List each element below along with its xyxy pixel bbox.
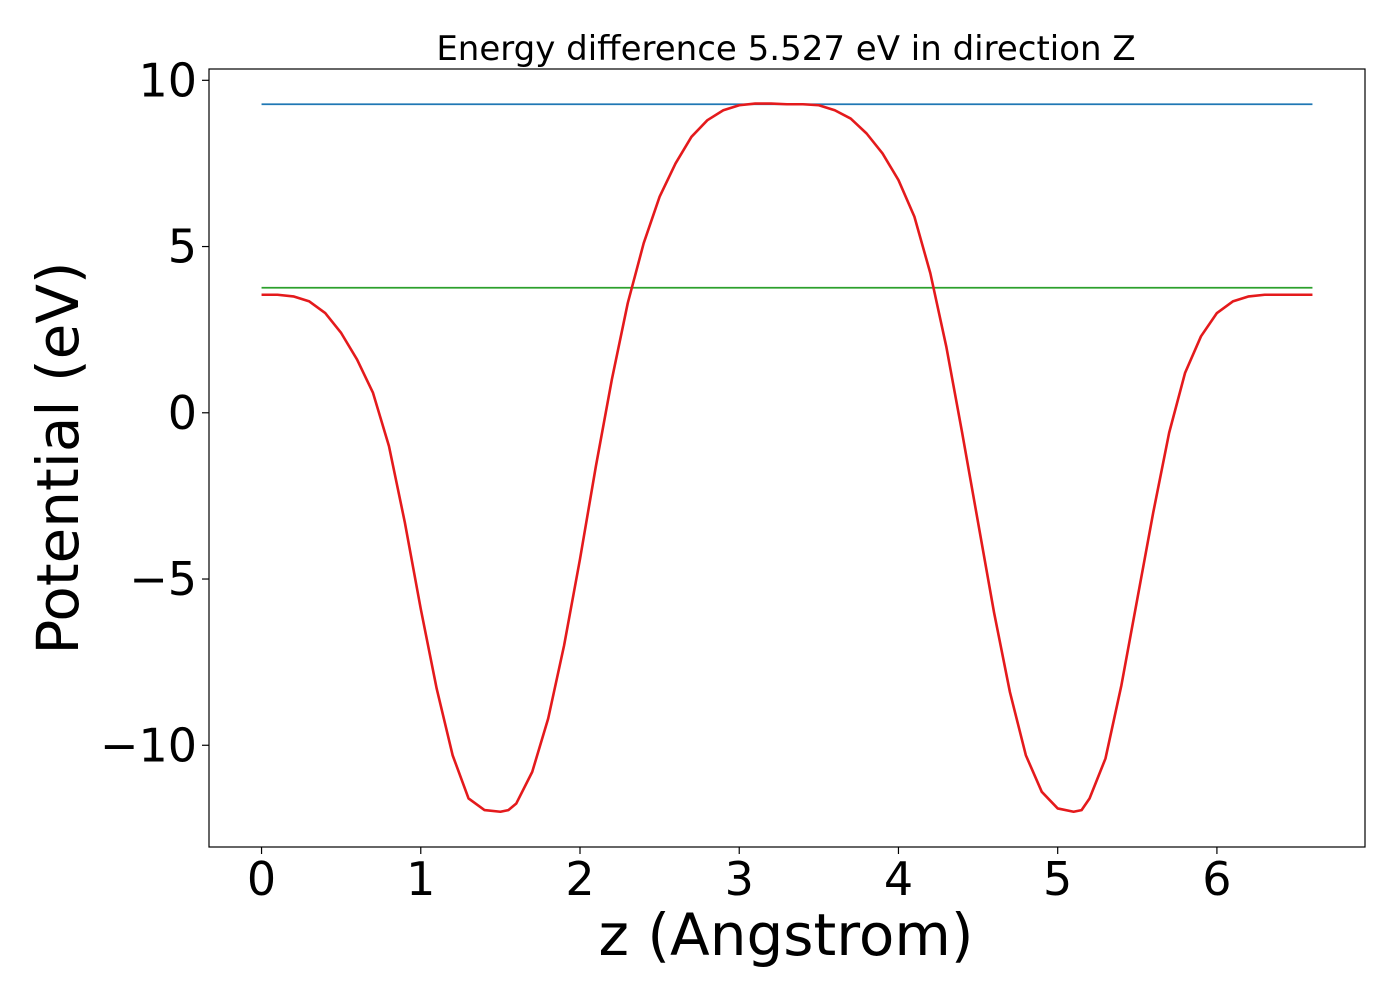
y-tick-label: −10	[100, 718, 197, 772]
x-tick-label: 5	[1043, 852, 1072, 906]
y-axis: −10 −5 0 5 10	[100, 53, 209, 772]
y-tick-label: 10	[138, 53, 197, 107]
x-tick-label: 4	[884, 852, 913, 906]
x-tick-label: 1	[406, 852, 435, 906]
x-tick-label: 6	[1202, 852, 1231, 906]
y-tick-label: −5	[129, 552, 197, 606]
x-tick-label: 0	[247, 852, 276, 906]
y-tick-label: 0	[168, 386, 197, 440]
series-line-2	[261, 102, 1313, 814]
chart-title: Energy difference 5.527 eV in direction …	[436, 29, 1135, 69]
x-tick-label: 3	[725, 852, 754, 906]
plot-frame	[208, 68, 1366, 848]
x-axis: 0 1 2 3 4 5 6	[247, 847, 1232, 906]
series-layer	[261, 102, 1313, 814]
x-axis-label: z (Angstrom)	[599, 901, 974, 969]
x-tick-label: 2	[565, 852, 594, 906]
y-axis-label: Potential (eV)	[24, 261, 92, 654]
y-tick-label: 5	[168, 220, 197, 274]
